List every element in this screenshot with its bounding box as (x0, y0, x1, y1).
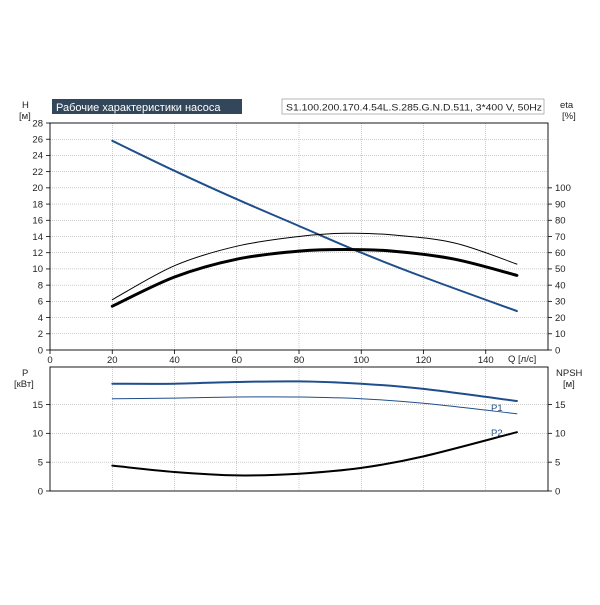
x-tick-label: 60 (231, 355, 242, 366)
model-box (281, 98, 545, 115)
series-P2-line (111, 396, 518, 415)
bottom-y-left-unit: [кВт] (14, 379, 34, 390)
series-eta_lower-line (110, 248, 519, 308)
y-left-tick-label: 2 (38, 329, 43, 340)
y-right-tick-label: 0 (555, 345, 560, 356)
x-tick-label: 80 (294, 355, 305, 366)
y-left-tick-label: 10 (32, 429, 43, 440)
y-right-tick-label: 40 (555, 280, 566, 291)
y-right-tick-label: 100 (555, 183, 571, 194)
y-left-tick-label: 20 (32, 183, 43, 194)
series-label-p1: P1 (491, 403, 503, 414)
tick-layer: 0246810121416182022242628010203040506070… (32, 118, 570, 497)
x-tick-label: 20 (107, 355, 118, 366)
series-layer (110, 139, 519, 477)
x-tick-label: 120 (416, 355, 432, 366)
y-left-tick-label: 14 (32, 232, 43, 243)
y-right-tick-label: 20 (555, 313, 566, 324)
title-background (52, 99, 242, 114)
top-y-left-unit: [м] (19, 111, 31, 122)
y-right-tick-label: 0 (555, 486, 560, 497)
series-P1-line (111, 380, 518, 402)
y-right-tick-label: 10 (555, 329, 566, 340)
bottom-y-left-label: P (22, 368, 28, 379)
y-left-tick-label: 12 (32, 248, 43, 259)
y-right-tick-label: 30 (555, 297, 566, 308)
top-x-axis-label: Q [л/с] (508, 354, 536, 365)
plot-frame (49, 366, 549, 492)
y-left-tick-label: 8 (38, 280, 43, 291)
y-left-tick-label: 18 (32, 199, 43, 210)
frame-layer (49, 122, 549, 492)
y-right-tick-label: 5 (555, 457, 560, 468)
series-head-line (111, 139, 518, 313)
x-tick-label: 0 (47, 355, 52, 366)
x-tick-label: 40 (169, 355, 180, 366)
bottom-y-right-unit: [м] (563, 379, 575, 390)
y-left-tick-label: 15 (32, 400, 43, 411)
top-y-left-label: H (22, 100, 29, 111)
bottom-y-right-label: NPSH (556, 368, 583, 379)
y-right-tick-label: 80 (555, 216, 566, 227)
plot-frame (49, 122, 549, 351)
top-y-right-label: eta (560, 100, 574, 111)
y-right-tick-label: 90 (555, 199, 566, 210)
x-tick-label: 100 (353, 355, 369, 366)
y-right-tick-label: 60 (555, 248, 566, 259)
y-left-tick-label: 4 (38, 313, 43, 324)
series-eta_upper-line (111, 232, 518, 301)
y-left-tick-label: 0 (38, 486, 43, 497)
y-left-tick-label: 10 (32, 264, 43, 275)
y-left-tick-label: 24 (32, 151, 43, 162)
y-left-tick-label: 5 (38, 457, 43, 468)
top-y-right-unit: [%] (562, 111, 576, 122)
y-right-tick-label: 15 (555, 400, 566, 411)
x-tick-label: 140 (478, 355, 494, 366)
chart-title: Рабочие характеристики насоса (56, 102, 221, 114)
y-right-tick-label: 70 (555, 232, 566, 243)
y-left-tick-label: 28 (32, 118, 43, 129)
series-npsh-line (111, 431, 518, 477)
y-right-tick-label: 50 (555, 264, 566, 275)
y-left-tick-label: 22 (32, 167, 43, 178)
model-label: S1.100.200.170.4.54L.S.285.G.N.D.511, 3*… (286, 103, 542, 114)
y-left-tick-label: 6 (38, 297, 43, 308)
grid-layer (50, 122, 548, 491)
y-right-tick-label: 10 (555, 429, 566, 440)
y-left-tick-label: 16 (32, 216, 43, 227)
y-left-tick-label: 0 (38, 345, 43, 356)
y-left-tick-label: 26 (32, 135, 43, 146)
